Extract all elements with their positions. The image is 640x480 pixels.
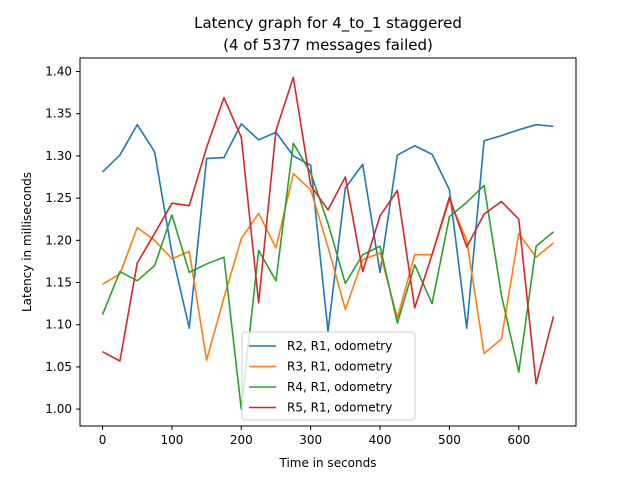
y-tick-label: 1.20 — [45, 233, 72, 247]
x-tick-label: 300 — [299, 433, 322, 447]
y-tick-label: 1.10 — [45, 318, 72, 332]
x-axis-label: Time in seconds — [279, 456, 377, 470]
y-tick-label: 1.30 — [45, 149, 72, 163]
series-line-3 — [101, 142, 554, 410]
x-tick-label: 200 — [230, 433, 253, 447]
y-tick-label: 1.25 — [45, 191, 72, 205]
chart-subtitle: (4 of 5377 messages failed) — [223, 36, 433, 54]
x-tick-label: 100 — [160, 433, 183, 447]
series-line-2 — [102, 172, 554, 361]
x-tick-label: 0 — [99, 433, 107, 447]
legend-frame — [241, 331, 416, 421]
y-tick-label: 1.35 — [45, 107, 72, 121]
y-tick-label: 1.05 — [45, 360, 72, 374]
x-axis: 0 100 200 300 400 500 600 — [99, 426, 530, 447]
plot-area-frame — [79, 57, 577, 427]
series-layer — [101, 76, 555, 410]
x-tick-label: 400 — [369, 433, 392, 447]
legend-label: R3, R1, odometry — [287, 360, 392, 374]
y-tick-label: 1.40 — [45, 65, 72, 79]
legend: R2, R1, odometry R3, R1, odometry R4, R1, … — [241, 331, 416, 421]
series-line-4 — [102, 76, 555, 385]
legend-label: R4, R1, odometry — [287, 380, 392, 394]
x-tick-label: 500 — [438, 433, 461, 447]
legend-label: R5, R1, odometry — [287, 401, 392, 415]
y-axis: 1.00 1.05 1.10 1.15 1.20 1.25 1.30 1.35 1.40 — [45, 65, 80, 416]
x-tick-label: 600 — [507, 433, 530, 447]
y-tick-label: 1.15 — [45, 276, 72, 290]
series-line-1 — [101, 123, 554, 333]
y-tick-label: 1.00 — [45, 402, 72, 416]
chart-title: Latency graph for 4_to_1 staggered — [194, 14, 462, 33]
y-axis-label: Latency in milliseconds — [20, 172, 34, 312]
legend-label: R2, R1, odometry — [287, 339, 392, 353]
